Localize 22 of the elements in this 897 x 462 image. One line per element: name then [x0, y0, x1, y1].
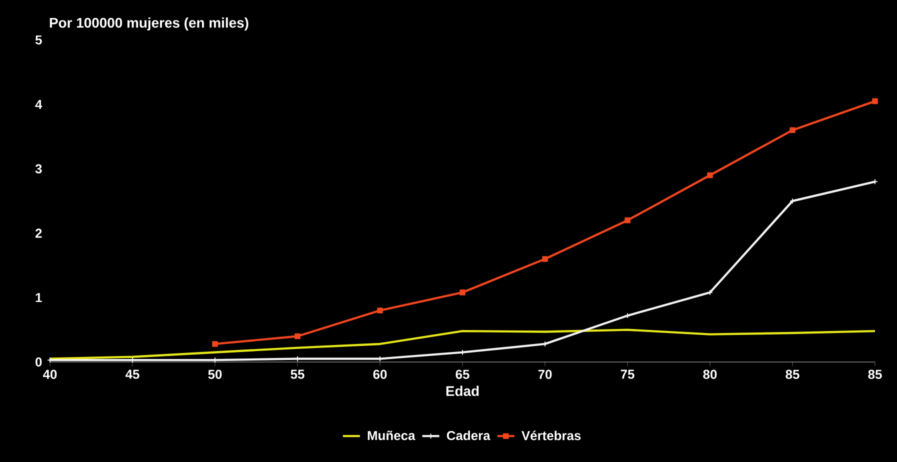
y-tick-label: 1	[36, 293, 42, 302]
x-tick-label: 70	[538, 370, 552, 379]
x-tick-label: 50	[208, 370, 222, 379]
chart-title: Por 100000 mujeres (en miles)	[50, 18, 248, 30]
y-tick-label: 2	[35, 228, 42, 238]
x-tick-label: 65	[456, 370, 470, 379]
x-tick-label: 60	[373, 370, 387, 379]
x-axis-title: Edad	[446, 386, 479, 396]
y-tick-label: 0	[36, 357, 42, 367]
x-tick-label: 55	[290, 370, 304, 379]
y-tick-label: 4	[35, 100, 42, 109]
x-tick-label: 85	[868, 370, 882, 379]
x-tick-label: 75	[620, 370, 634, 379]
y-tick-label: 5	[35, 35, 42, 45]
legend-label: Muñeca	[368, 430, 416, 440]
legend-label: Cadera	[446, 430, 490, 440]
x-tick-label: 80	[703, 370, 717, 379]
x-tick-label: 85	[786, 370, 800, 379]
legend-label: Vértebras	[522, 430, 581, 440]
x-tick-label: 45	[126, 370, 140, 379]
x-tick-label: 40	[43, 370, 57, 379]
y-tick-label: 3	[35, 164, 42, 174]
